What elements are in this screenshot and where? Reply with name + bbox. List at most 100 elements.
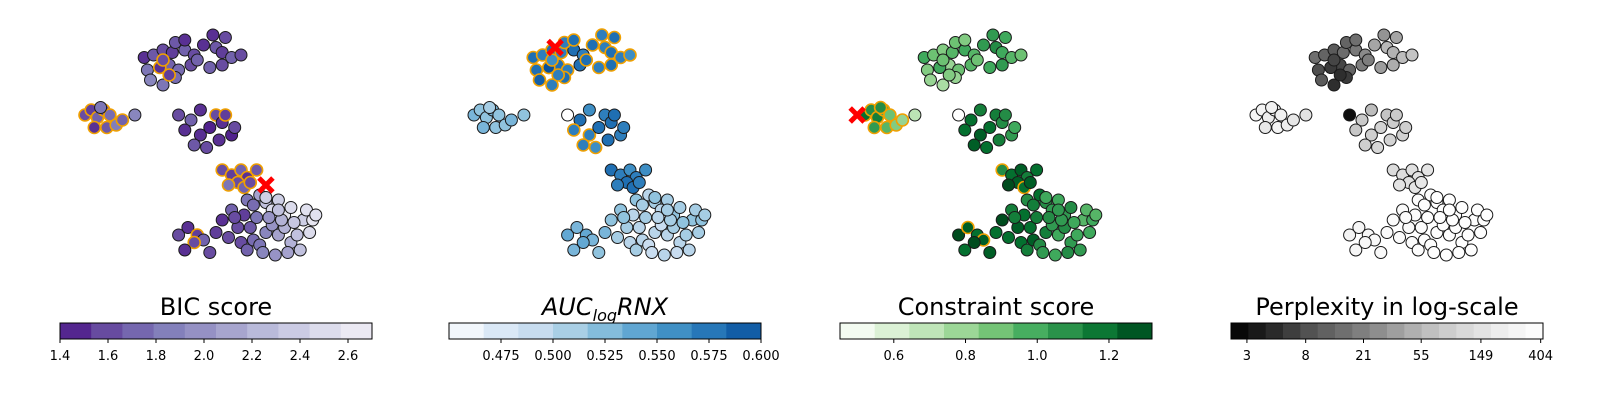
scatter-point: [895, 113, 910, 127]
scatter-point: [1258, 121, 1272, 134]
scatter-point: [961, 220, 975, 235]
scatter-point: [660, 203, 674, 217]
scatter-point: [1380, 226, 1394, 239]
scatter-point: [115, 113, 130, 127]
scatter-point: [980, 141, 994, 154]
scatter-point: [1386, 58, 1400, 72]
colorbar-segment: [726, 323, 762, 339]
scatter-point: [995, 58, 1009, 72]
scatter-point: [243, 221, 257, 234]
scatter-point: [1361, 53, 1375, 67]
scatter-point: [1349, 33, 1363, 47]
colorbar-tick-label: 2.4: [290, 349, 311, 364]
scatter-point: [193, 103, 207, 117]
colorbar-tick-label: 404: [1528, 349, 1553, 364]
scatter-point: [576, 138, 591, 152]
scatter-point: [532, 73, 547, 87]
scatter-point: [579, 53, 594, 67]
scatter-point: [617, 121, 631, 134]
scatter-point: [178, 243, 192, 257]
scatter-point: [1368, 38, 1381, 52]
scatter-point: [293, 243, 307, 257]
colorbar-tick-label: 1.0: [1027, 349, 1048, 364]
scatter-point: [632, 221, 646, 234]
scatter-point: [1377, 28, 1391, 42]
colorbar-segment: [122, 323, 155, 339]
colorbar-segment: [1473, 323, 1492, 339]
scatter-point: [249, 163, 264, 177]
chart-panel-3: Constraint score 0.6 0.8 1.0 1.2: [839, 28, 1153, 364]
scatter-point: [1386, 213, 1400, 227]
scatter-point: [1026, 198, 1040, 212]
scatter-point: [604, 213, 618, 227]
scatter-point: [611, 231, 624, 244]
scatter-point: [698, 208, 712, 222]
colorbar-segment: [1352, 323, 1371, 339]
scatter-point: [1061, 246, 1075, 259]
scatter-point: [212, 133, 226, 147]
scatter-point: [492, 108, 506, 122]
scatter-point: [1421, 211, 1435, 224]
colorbar-tick-label: 1.6: [98, 349, 119, 364]
colorbar-tick-label: 0.475: [482, 349, 519, 364]
scatter-point: [551, 68, 566, 82]
scatter-point: [967, 138, 981, 152]
scatter-point: [284, 201, 298, 214]
scatter-point: [476, 121, 490, 134]
scatter-point: [1299, 108, 1313, 122]
colorbar-segment: [1456, 323, 1475, 339]
colorbar-tick-label: 0.550: [638, 349, 675, 364]
scatter-point: [262, 211, 276, 224]
colorbar-segment: [1265, 323, 1284, 339]
scatter-point: [1421, 163, 1435, 177]
colorbar-segment: [622, 323, 658, 339]
scatter-point: [203, 246, 217, 259]
scatter-point: [221, 178, 236, 192]
scatter-point: [1355, 113, 1369, 127]
scatter-point: [942, 68, 956, 82]
colorbar-segment: [553, 323, 589, 339]
scatter-point: [682, 243, 696, 257]
scatter-point: [692, 226, 706, 239]
scatter-point: [591, 60, 606, 75]
scatter-point: [1315, 73, 1328, 87]
colorbar-segment: [874, 323, 910, 339]
scatter-point: [607, 30, 622, 45]
scatter-point: [611, 178, 624, 192]
colorbar-tick-label: 2.6: [338, 349, 359, 364]
colorbar-segment: [1248, 323, 1267, 339]
colorbar-tick-label: 1.8: [146, 349, 167, 364]
scatter-point: [983, 121, 997, 134]
scatter-point: [1014, 48, 1028, 62]
scatter-point: [128, 108, 142, 122]
scatter-point: [676, 216, 690, 229]
scatter-point: [566, 123, 581, 137]
scatter-point: [178, 33, 192, 47]
scatter-point: [1464, 243, 1478, 257]
colorbar-tick-label: 0.8: [955, 349, 976, 364]
scatter-point: [989, 226, 1003, 239]
scatter-point: [1399, 211, 1413, 224]
chart-panel-2: AUClogRNX 0.475 0.500 0.525 0.550 0.575 0.600: [448, 28, 780, 364]
highlight-marker: [546, 38, 564, 57]
scatter-point: [222, 231, 235, 244]
scatter-point: [197, 38, 210, 52]
scatter-point: [973, 128, 987, 142]
scatter-point: [1089, 208, 1103, 222]
scatter-point: [1480, 208, 1494, 222]
scatter-point: [576, 236, 590, 249]
scatter-point: [986, 28, 1000, 42]
colorbar-tick-label: 1.4: [50, 349, 71, 364]
colorbar-segment: [1335, 323, 1353, 339]
colorbar-segment: [657, 323, 693, 339]
scatter-point: [952, 108, 966, 122]
colorbar-tick-label: 0.600: [742, 349, 779, 364]
scatter-point: [87, 120, 102, 135]
scatter-point: [203, 121, 217, 134]
scatter-point: [1374, 246, 1388, 259]
scatter-point: [561, 228, 575, 242]
scatter-point: [1458, 216, 1472, 229]
scatter-point: [679, 228, 693, 242]
colorbar-segment: [1525, 323, 1544, 339]
